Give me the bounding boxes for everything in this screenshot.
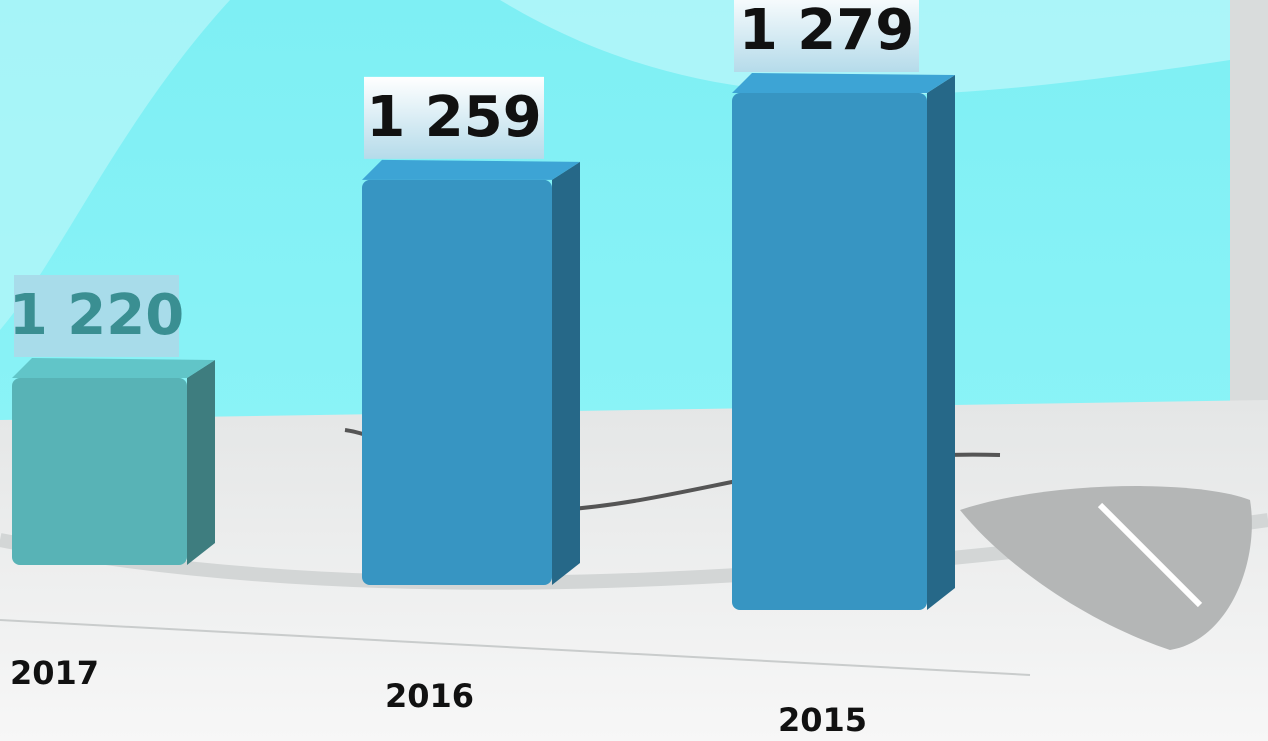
bar-top — [362, 159, 580, 180]
x-tick-label: 2017 — [10, 654, 99, 692]
bar-top — [12, 358, 215, 378]
value-label-box — [364, 76, 544, 159]
bar — [12, 378, 187, 565]
value-label-box — [14, 275, 179, 357]
bar-side — [187, 360, 215, 565]
bar — [362, 179, 552, 585]
value-label-box — [734, 0, 919, 72]
value-label: 1 220 — [9, 283, 184, 348]
bar-side — [552, 161, 580, 585]
value-label: 1 259 — [366, 85, 541, 150]
x-tick-label: 2015 — [778, 701, 867, 739]
bar-top — [732, 73, 955, 93]
value-label: 1 279 — [739, 0, 914, 63]
bar-side — [927, 75, 955, 610]
bar — [732, 93, 927, 610]
x-tick-label: 2016 — [385, 677, 474, 715]
